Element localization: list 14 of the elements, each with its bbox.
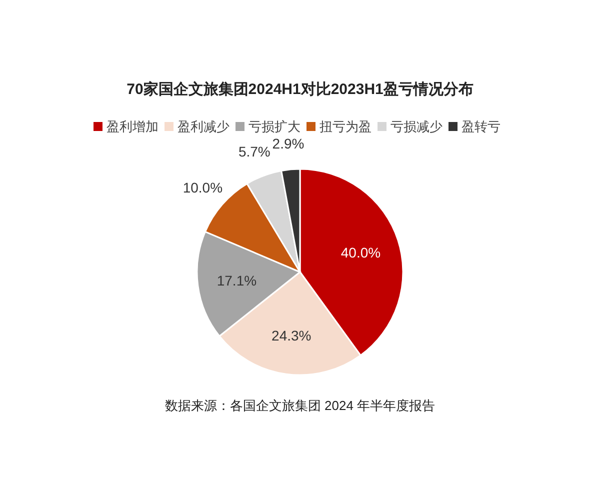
legend-label: 扭亏为盈 <box>320 119 372 134</box>
data-label: 24.3% <box>272 327 312 344</box>
data-label: 40.0% <box>340 244 381 260</box>
source-note: 数据来源：各国企文旅集团 2024 年半年度报告 <box>164 398 436 413</box>
data-label: 2.9% <box>272 136 304 152</box>
legend-label: 盈利减少 <box>178 119 230 134</box>
legend-label: 盈转亏 <box>462 119 500 134</box>
legend-label: 亏损扩大 <box>248 119 300 134</box>
data-label: 5.7% <box>238 143 270 160</box>
legend-label: 亏损减少 <box>390 119 442 134</box>
legend-label: 盈利增加 <box>106 119 158 134</box>
data-label: 10.0% <box>182 179 223 196</box>
chart-title: 70家国企文旅集团2024H1对比2023H1盈亏情况分布 <box>126 80 474 98</box>
data-label: 17.1% <box>216 272 257 289</box>
